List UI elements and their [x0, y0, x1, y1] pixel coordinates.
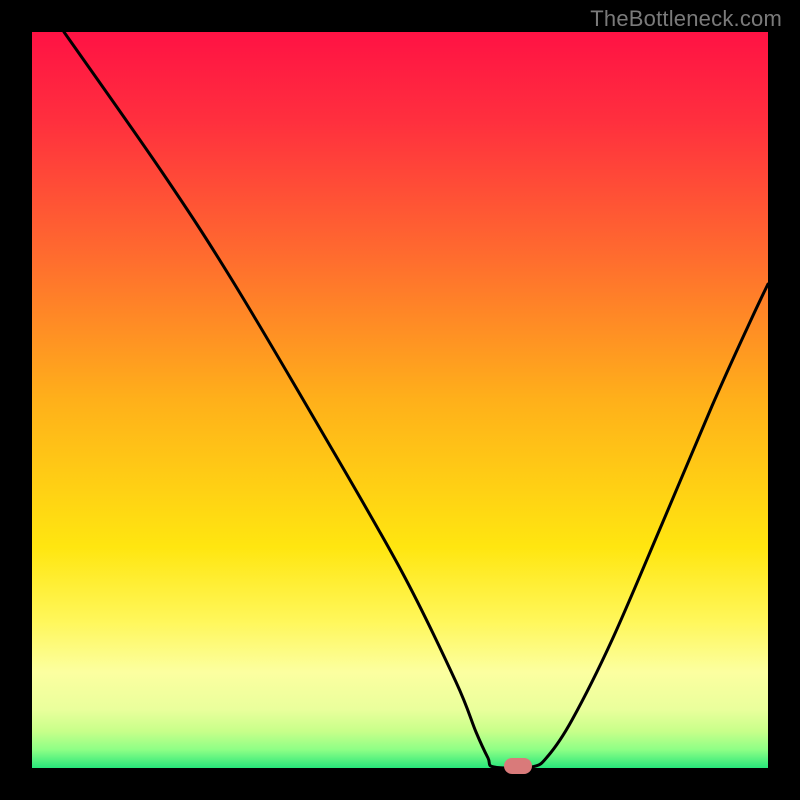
- bottleneck-curve: [32, 32, 768, 768]
- watermark-text: TheBottleneck.com: [590, 6, 782, 32]
- optimal-marker: [504, 758, 532, 774]
- curve-path: [64, 32, 768, 768]
- chart-plot-area: [32, 32, 768, 768]
